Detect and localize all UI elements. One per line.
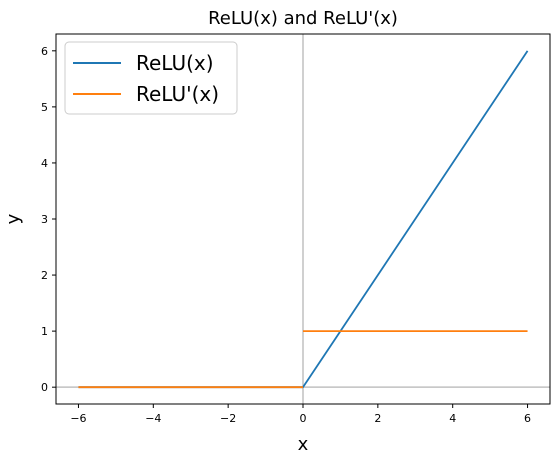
- plot-area: [56, 34, 550, 404]
- y-tick-label: 6: [41, 45, 48, 58]
- legend: ReLU(x) ReLU'(x): [64, 41, 238, 115]
- legend-box: [64, 41, 238, 115]
- legend-label: ReLU(x): [136, 51, 214, 75]
- x-tick-label: 0: [300, 412, 307, 425]
- y-tick-label: 2: [41, 269, 48, 282]
- chart-title: ReLU(x) and ReLU'(x): [208, 8, 398, 29]
- y-tick-label: 3: [41, 213, 48, 226]
- y-tick-label: 1: [41, 325, 48, 338]
- x-tick-label: −4: [145, 412, 161, 425]
- x-tick-label: 4: [449, 412, 456, 425]
- legend-label: ReLU'(x): [136, 82, 219, 106]
- y-tick-label: 0: [41, 381, 48, 394]
- x-tick-label: −2: [220, 412, 236, 425]
- x-axis-label: x: [298, 434, 309, 455]
- x-tick-label: −6: [70, 412, 86, 425]
- y-tick-label: 4: [41, 157, 48, 170]
- x-tick-label: 6: [524, 412, 531, 425]
- y-axis-label: y: [3, 213, 24, 224]
- y-tick-label: 5: [41, 101, 48, 114]
- x-tick-label: 2: [374, 412, 381, 425]
